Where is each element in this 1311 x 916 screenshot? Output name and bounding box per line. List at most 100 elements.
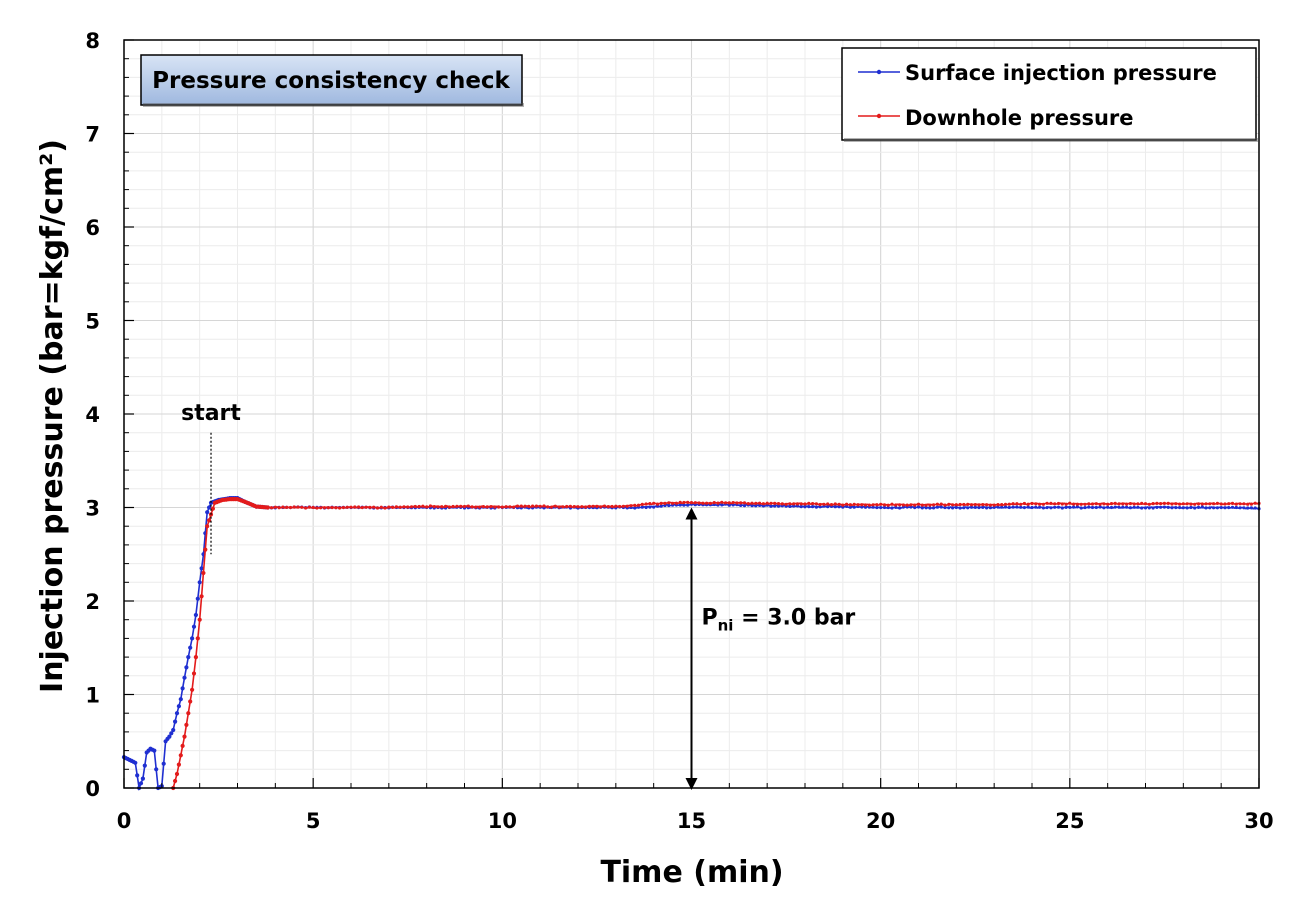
data-point [860,505,864,509]
data-point [409,505,414,509]
data-point [720,503,724,507]
data-point [372,505,376,509]
data-point [549,505,554,509]
data-point [1249,502,1253,506]
data-point [1109,502,1114,506]
data-point [1109,505,1114,510]
data-point [1072,505,1076,509]
data-point [1162,501,1166,505]
data-point [133,760,138,765]
data-point [916,502,921,506]
data-point [875,503,879,507]
data-point [811,505,815,509]
data-point [1003,505,1008,509]
y-tick-label: 4 [85,403,100,427]
data-point [1185,506,1189,510]
data-point [186,711,191,716]
data-point [515,504,520,508]
data-point [1007,505,1011,510]
data-point [1227,506,1231,510]
data-point [943,506,947,510]
data-point [459,504,463,508]
data-point [576,505,580,509]
data-point [493,505,497,509]
data-point [1072,502,1076,506]
data-point [913,506,917,510]
data-point [1140,501,1144,505]
data-point [1155,505,1159,509]
data-point [1094,505,1098,510]
data-point [338,506,342,510]
data-point [856,503,860,507]
data-point [909,503,913,507]
legend-marker-surface-injection-pressure [876,69,882,75]
data-point [969,503,974,507]
data-point [1075,505,1079,509]
data-point [863,505,868,509]
data-point [848,505,853,509]
data-point [191,624,197,629]
data-point [379,505,383,509]
data-point [1204,502,1208,506]
data-point [977,506,981,510]
data-point [811,502,815,506]
data-point [1030,501,1034,506]
data-point [210,506,215,511]
data-point [761,504,766,508]
data-point [954,503,958,507]
data-point [1212,506,1216,510]
data-point [663,501,667,505]
data-point [474,505,478,509]
data-point [826,502,830,506]
data-point [1121,505,1125,509]
data-point [1011,505,1015,509]
data-point [913,503,917,507]
data-point [879,502,883,506]
data-point [973,503,977,507]
data-point [188,699,193,704]
data-point [754,501,758,505]
data-point [724,501,728,505]
x-axis-title: Time (min) [600,855,783,890]
data-point [140,776,145,781]
data-point [1166,505,1170,509]
data-point [769,501,773,505]
data-point [784,502,788,506]
data-point [1026,505,1030,509]
data-point [863,503,868,507]
data-point [924,503,928,507]
data-point [610,504,614,509]
data-point [1102,506,1106,510]
data-point [648,502,652,506]
data-point [909,505,913,509]
data-point [447,505,451,509]
data-point [1102,502,1106,506]
data-point [1060,502,1064,506]
data-point [500,505,504,509]
data-point [686,500,690,504]
data-point [186,655,191,660]
data-point [357,505,361,509]
data-point [1253,501,1257,505]
data-point [731,501,735,505]
data-point [618,504,622,509]
data-point [606,505,610,509]
data-point [1019,502,1023,506]
data-point [421,504,425,508]
data-point [602,504,607,508]
data-point [742,501,747,505]
data-point [1140,506,1144,510]
data-point [1026,502,1030,506]
data-point [466,504,470,508]
data-point [886,503,890,507]
data-point [818,505,822,509]
y-axis-title: Injection pressure (bar=kgf/cm²) [35,139,70,693]
data-point [701,501,705,505]
data-point [1143,502,1148,506]
legend-marker-downhole-pressure [876,113,882,119]
data-point [417,504,421,509]
data-point [584,505,588,509]
data-point [154,767,159,772]
data-point [1003,502,1008,506]
data-point [705,501,709,505]
